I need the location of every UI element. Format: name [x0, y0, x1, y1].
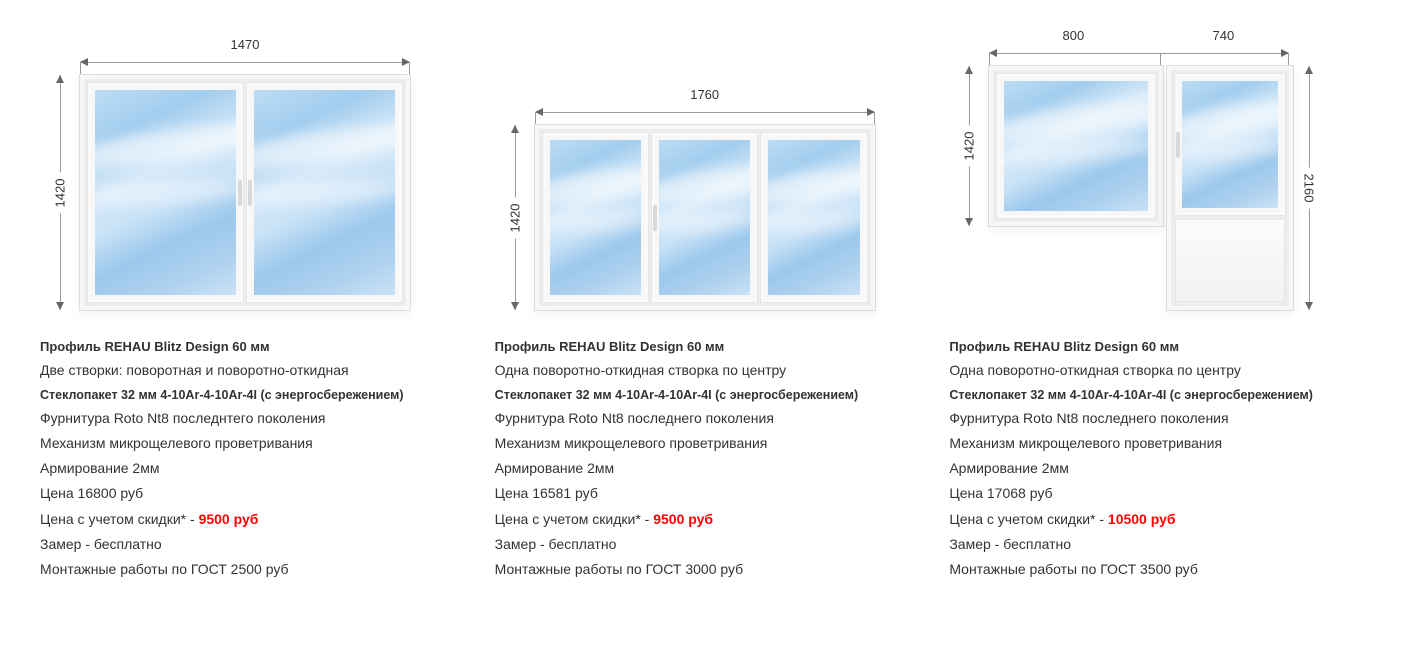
spec-profile: Профиль REHAU Blitz Design 60 мм: [40, 336, 455, 357]
spec-list: Профиль REHAU Blitz Design 60 мм Одна по…: [949, 336, 1364, 583]
product-window-2sash: 1470 1420: [40, 20, 455, 583]
spec-microvent: Механизм микрощелевого проветривания: [40, 432, 455, 455]
spec-price: Цена 17068 руб: [949, 482, 1364, 505]
spec-reinforcement: Армирование 2мм: [495, 457, 910, 480]
dim-top: 1470: [80, 53, 410, 71]
dim-right: 2160: [1289, 66, 1329, 310]
spec-discount: Цена с учетом скидки* - 10500 руб: [949, 508, 1364, 531]
door-sash-glass: [1175, 74, 1285, 215]
handle-icon: [1176, 132, 1180, 158]
spec-sashes: Две створки: поворотная и поворотно-отки…: [40, 359, 455, 382]
window-frame: [989, 66, 1163, 226]
discount-price: 9500 руб: [653, 511, 713, 527]
discount-prefix: Цена с учетом скидки* -: [495, 511, 654, 527]
spec-reinforcement: Армирование 2мм: [40, 457, 455, 480]
spec-discount: Цена с учетом скидки* - 9500 руб: [40, 508, 455, 531]
product-balcony-block: 800 740 1420: [949, 20, 1364, 583]
dim-left-label: 1420: [507, 197, 522, 238]
spec-glazing: Стеклопакет 32 мм 4-10Ar-4-10Ar-4I (с эн…: [949, 385, 1364, 406]
discount-prefix: Цена с учетом скидки* -: [949, 511, 1108, 527]
product-window-3sash: 1760 1420: [495, 20, 910, 583]
dim-left: 1420: [40, 75, 80, 310]
discount-price: 9500 руб: [199, 511, 259, 527]
diagram: 1760 1420: [495, 20, 910, 310]
spec-measure: Замер - бесплатно: [40, 533, 455, 556]
glass: [1004, 81, 1148, 211]
spec-sashes: Одна поворотно-откидная створка по центр…: [949, 359, 1364, 382]
dim-top-label: 1470: [225, 37, 266, 52]
spec-discount: Цена с учетом скидки* - 9500 руб: [495, 508, 910, 531]
sash-2-center: [652, 133, 757, 302]
diagram: 800 740 1420: [949, 20, 1364, 310]
dim-top-seg1-label: 800: [1058, 28, 1088, 43]
dim-top-seg2-label: 740: [1208, 28, 1238, 43]
spec-install: Монтажные работы по ГОСТ 3000 руб: [495, 558, 910, 581]
glass: [1182, 81, 1278, 208]
spec-measure: Замер - бесплатно: [495, 533, 910, 556]
dim-top: 1760: [535, 103, 875, 121]
spec-price: Цена 16800 руб: [40, 482, 455, 505]
spec-glazing: Стеклопакет 32 мм 4-10Ar-4-10Ar-4I (с эн…: [40, 385, 455, 406]
spec-list: Профиль REHAU Blitz Design 60 мм Одна по…: [495, 336, 910, 583]
sash-right: [247, 83, 402, 302]
spec-install: Монтажные работы по ГОСТ 3500 руб: [949, 558, 1364, 581]
diagram: 1470 1420: [40, 20, 455, 310]
glass: [95, 90, 236, 295]
handle-icon: [238, 180, 242, 206]
dim-left: 1420: [495, 125, 535, 310]
discount-prefix: Цена с учетом скидки* -: [40, 511, 199, 527]
sash-3: [761, 133, 866, 302]
spec-measure: Замер - бесплатно: [949, 533, 1364, 556]
glass: [254, 90, 395, 295]
spec-list: Профиль REHAU Blitz Design 60 мм Две ств…: [40, 336, 455, 583]
discount-price: 10500 руб: [1108, 511, 1176, 527]
spec-price: Цена 16581 руб: [495, 482, 910, 505]
glass: [768, 140, 859, 295]
window-frame: [80, 75, 410, 310]
spec-profile: Профиль REHAU Blitz Design 60 мм: [495, 336, 910, 357]
dim-left-label: 1420: [962, 126, 977, 167]
spec-glazing: Стеклопакет 32 мм 4-10Ar-4-10Ar-4I (с эн…: [495, 385, 910, 406]
dim-left-label: 1420: [53, 172, 68, 213]
window-frame: [535, 125, 875, 310]
glass: [550, 140, 641, 295]
spec-sashes: Одна поворотно-откидная створка по центр…: [495, 359, 910, 382]
sash-left: [88, 83, 243, 302]
products-row: 1470 1420: [40, 20, 1364, 583]
spec-hardware: Фурнитура Roto Nt8 последнего поколения: [949, 407, 1364, 430]
handle-icon: [653, 205, 657, 231]
dim-right-label: 2160: [1302, 168, 1317, 209]
spec-hardware: Фурнитура Roto Nt8 последнтего поколения: [40, 407, 455, 430]
sash: [997, 74, 1155, 218]
spec-hardware: Фурнитура Roto Nt8 последнего поколения: [495, 407, 910, 430]
sash-1: [543, 133, 648, 302]
spec-microvent: Механизм микрощелевого проветривания: [949, 432, 1364, 455]
door-panel: [1175, 219, 1285, 302]
dim-left: 1420: [949, 66, 989, 226]
handle-icon: [248, 180, 252, 206]
spec-install: Монтажные работы по ГОСТ 2500 руб: [40, 558, 455, 581]
spec-microvent: Механизм микрощелевого проветривания: [495, 432, 910, 455]
spec-profile: Профиль REHAU Blitz Design 60 мм: [949, 336, 1364, 357]
glass: [659, 140, 750, 295]
spec-reinforcement: Армирование 2мм: [949, 457, 1364, 480]
dim-top: 800 740: [989, 44, 1289, 62]
dim-top-label: 1760: [684, 87, 725, 102]
door-frame: [1167, 66, 1293, 310]
